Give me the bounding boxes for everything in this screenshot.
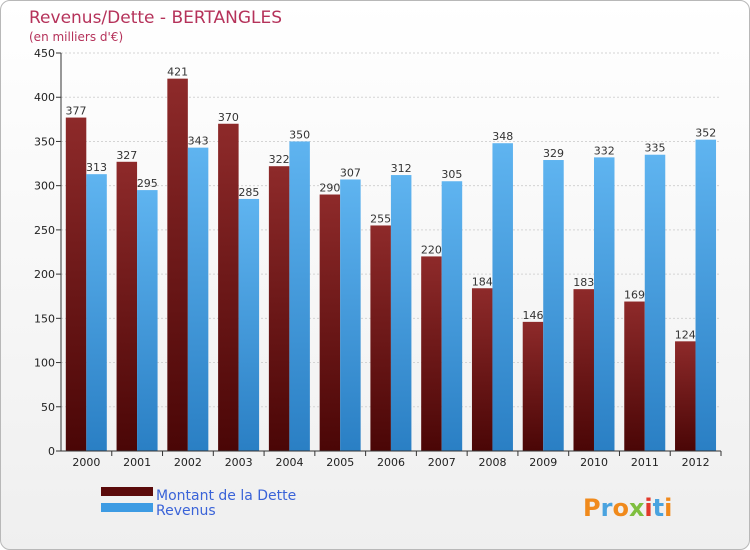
bar-debt [471, 288, 493, 451]
legend-swatch-debt [101, 487, 153, 496]
chart-subtitle: (en milliers d'€) [29, 30, 123, 44]
legend-label-revenue: Revenus [156, 503, 216, 519]
bar-revenue [492, 143, 513, 452]
x-tick-label: 2011 [631, 456, 659, 469]
y-tick-label: 150 [34, 312, 55, 325]
data-label-revenue: 307 [340, 166, 361, 179]
bar-debt [370, 225, 391, 451]
bar-revenue [441, 181, 463, 451]
bar-debt [319, 194, 341, 451]
data-label-revenue: 295 [137, 177, 158, 190]
legend: Montant de la Dette Revenus [101, 487, 296, 519]
logo-letter: i [644, 494, 652, 522]
bar-revenue [86, 174, 107, 451]
bar-debt [573, 289, 594, 451]
y-tick-label: 50 [41, 401, 55, 414]
x-tick-label: 2006 [377, 456, 405, 469]
y-tick-label: 200 [34, 268, 55, 281]
data-label-debt: 220 [421, 243, 442, 256]
data-label-revenue: 350 [289, 128, 310, 141]
x-tick-label: 2004 [275, 456, 303, 469]
y-tick-label: 300 [34, 180, 55, 193]
bars [65, 78, 717, 452]
x-tick-label: 2002 [174, 456, 202, 469]
logo-letter: i [664, 494, 672, 522]
data-label-revenue: 285 [238, 186, 259, 199]
logo-letter: x [629, 494, 645, 522]
bar-revenue [390, 175, 412, 451]
bar-revenue [340, 179, 361, 451]
logo-letter: t [653, 494, 664, 522]
data-label-debt: 370 [218, 111, 239, 124]
data-label-debt: 322 [269, 153, 290, 166]
bar-debt [167, 78, 188, 451]
data-label-debt: 184 [472, 275, 493, 288]
data-label-revenue: 313 [86, 161, 107, 174]
data-label-revenue: 352 [695, 127, 716, 140]
logo-letter: P [583, 494, 601, 522]
data-label-debt: 124 [675, 328, 696, 341]
bar-debt [218, 123, 239, 451]
data-label-revenue: 305 [441, 168, 462, 181]
data-label-debt: 377 [66, 105, 87, 118]
data-label-debt: 327 [116, 149, 137, 162]
bar-revenue [695, 139, 717, 452]
data-label-debt: 146 [522, 309, 543, 322]
logo-letter: r [601, 494, 613, 522]
data-label-debt: 169 [624, 289, 645, 302]
bar-debt [522, 321, 544, 451]
data-label-debt: 290 [319, 182, 340, 195]
y-tick-label: 400 [34, 91, 55, 104]
x-tick-label: 2000 [72, 456, 100, 469]
data-label-revenue: 329 [543, 147, 564, 160]
bar-revenue [593, 157, 615, 451]
bar-debt [421, 256, 442, 451]
bar-revenue [644, 154, 666, 451]
y-tick-label: 100 [34, 357, 55, 370]
legend-swatch-revenue [101, 503, 153, 512]
x-tick-label: 2007 [428, 456, 456, 469]
data-label-debt: 421 [167, 66, 188, 79]
data-label-revenue: 332 [594, 144, 615, 157]
data-label-debt: 255 [370, 212, 391, 225]
bar-revenue [137, 190, 158, 452]
x-tick-label: 2010 [580, 456, 608, 469]
y-tick-label: 250 [34, 224, 55, 237]
legend-label-debt: Montant de la Dette [156, 488, 296, 504]
y-tick-label: 450 [34, 47, 55, 60]
x-tick-label: 2005 [326, 456, 354, 469]
x-tick-label: 2009 [529, 456, 557, 469]
y-tick-label: 350 [34, 135, 55, 148]
data-label-revenue: 335 [645, 142, 666, 155]
x-tick-label: 2012 [682, 456, 710, 469]
chart-title: Revenus/Dette - BERTANGLES [29, 8, 282, 28]
data-label-revenue: 312 [391, 162, 412, 175]
x-tick-label: 2001 [123, 456, 151, 469]
proxiti-logo: Proxiti [583, 494, 672, 522]
bar-revenue [187, 147, 209, 451]
data-label-revenue: 348 [492, 130, 513, 143]
bar-debt [268, 166, 290, 451]
x-tick-label: 2003 [225, 456, 253, 469]
bar-revenue [289, 141, 310, 451]
bar-debt [624, 301, 645, 451]
bar-revenue [543, 160, 564, 452]
x-tick-label: 2008 [479, 456, 507, 469]
axes: 0 50 100 150 200 250 300 350 400 450 2000 2001 2002 2… [34, 47, 722, 469]
bar-debt [116, 161, 138, 451]
y-tick-label: 0 [48, 445, 55, 458]
bar-debt [65, 117, 87, 451]
data-label-debt: 183 [573, 276, 594, 289]
data-label-revenue: 343 [188, 135, 209, 148]
bar-revenue [238, 198, 260, 451]
logo-letter: o [612, 494, 629, 522]
bar-debt [675, 341, 696, 451]
